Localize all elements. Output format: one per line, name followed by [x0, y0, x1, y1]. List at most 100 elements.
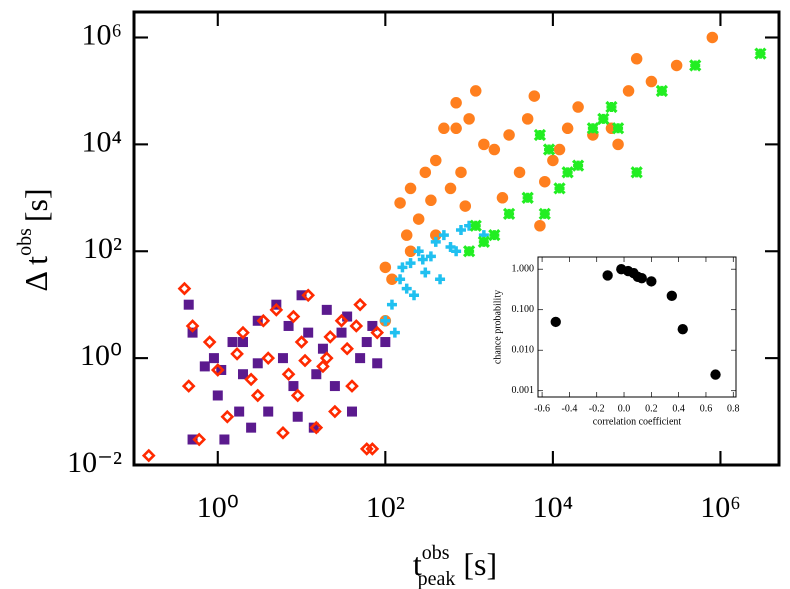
y-label-base: Δ t [18, 256, 54, 292]
square-point [329, 381, 340, 392]
circle-point [450, 122, 462, 135]
circle-point [513, 166, 526, 179]
diamond-point [281, 367, 296, 382]
circle-point [561, 122, 574, 135]
square-point [283, 320, 294, 331]
asterisk-point [469, 219, 482, 232]
y-label-unit: [s] [18, 188, 54, 222]
circle-point [419, 166, 432, 179]
y-tick-label: 0.001 [512, 385, 535, 396]
asterisk-point [754, 47, 767, 60]
circle-point [553, 143, 566, 156]
plus-point [435, 274, 446, 285]
plot-points [550, 264, 721, 380]
asterisk-point [521, 191, 534, 204]
asterisk-point [477, 235, 490, 248]
circle-point [666, 290, 677, 302]
diamond-point [141, 448, 156, 463]
asterisk-point [553, 182, 566, 195]
square-point [277, 353, 288, 364]
x-label-base: t [413, 546, 422, 582]
x-tick-label: 10² [366, 491, 405, 524]
circle-point [459, 200, 472, 212]
y-tick-label: 10² [83, 232, 122, 265]
diamond-point [177, 281, 192, 296]
y-tick-label: 10⁴ [82, 125, 122, 158]
square-point [308, 422, 319, 433]
circle-point [677, 324, 688, 335]
diamond-point [319, 351, 334, 365]
inset-x-label: correlation coefficient [593, 416, 682, 427]
diamond-point [349, 319, 364, 333]
diamond-point [256, 313, 271, 328]
asterisk-point [538, 207, 551, 221]
asterisk-point [533, 128, 547, 142]
diamond-point [353, 297, 367, 312]
circle-point [539, 175, 551, 188]
asterisk-point [502, 207, 516, 221]
plus-point [438, 230, 449, 241]
x-tick-label: 0.4 [672, 403, 685, 414]
square-point [237, 369, 248, 380]
plus-point [397, 262, 408, 273]
circle-point [386, 273, 398, 285]
y-axis-label: Δ tobs [s] [14, 188, 55, 291]
y-label-sup: obs [14, 228, 36, 256]
square-point [219, 434, 230, 445]
circle-point [469, 85, 482, 97]
square-point [372, 358, 383, 369]
asterisk-point [630, 166, 643, 179]
x-tick-label: 0.6 [700, 403, 713, 414]
diamond-point [316, 359, 330, 374]
diamond-point [181, 379, 196, 393]
diamond-point [250, 388, 265, 403]
x-tick-label: -0.4 [561, 403, 577, 414]
inset-y-label: chance probability [492, 290, 503, 364]
square-point [199, 361, 210, 372]
asterisk-point [462, 245, 476, 258]
y-tick-label: 10⁰ [80, 339, 122, 372]
circle-point [612, 138, 624, 151]
square-point [361, 337, 372, 348]
square-point [355, 353, 366, 364]
y-tick-label: 1.000 [512, 263, 535, 274]
asterisk-point [571, 159, 585, 172]
square-point [288, 381, 299, 392]
circle-point [444, 182, 457, 195]
plus-point [451, 246, 462, 257]
asterisk-point [605, 100, 618, 114]
square-point [336, 327, 347, 338]
plus-point [455, 224, 466, 235]
y-tick-label: 10⁶ [82, 18, 122, 51]
square-point [246, 422, 257, 433]
asterisk-point [689, 59, 702, 72]
plus-point [405, 258, 416, 269]
diamond-point [301, 288, 316, 303]
circle-point [521, 113, 534, 125]
circle-point [450, 97, 462, 109]
asterisk-point [611, 122, 625, 135]
square-point [311, 369, 322, 380]
x-tick-label: 0.0 [618, 403, 631, 414]
x-label-unit: [s] [463, 546, 497, 582]
circle-point [602, 270, 613, 281]
diamond-point [294, 335, 309, 349]
plus-point [401, 283, 412, 294]
asterisk-point [655, 84, 669, 98]
plot-frame [537, 256, 737, 398]
square-point [346, 406, 357, 417]
diamond-point [261, 351, 276, 365]
diamond-point [370, 325, 385, 340]
square-point [234, 406, 245, 417]
square-point [321, 304, 332, 315]
asterisk-point [586, 122, 599, 135]
circle-point [710, 369, 721, 380]
x-tick-label: -0.2 [589, 403, 605, 414]
plot-points [141, 31, 767, 463]
x-label-sub: peak [418, 568, 456, 589]
diamond-point [244, 372, 258, 387]
circle-point [503, 129, 515, 141]
circle-point [438, 122, 450, 135]
circle-point [430, 229, 442, 241]
